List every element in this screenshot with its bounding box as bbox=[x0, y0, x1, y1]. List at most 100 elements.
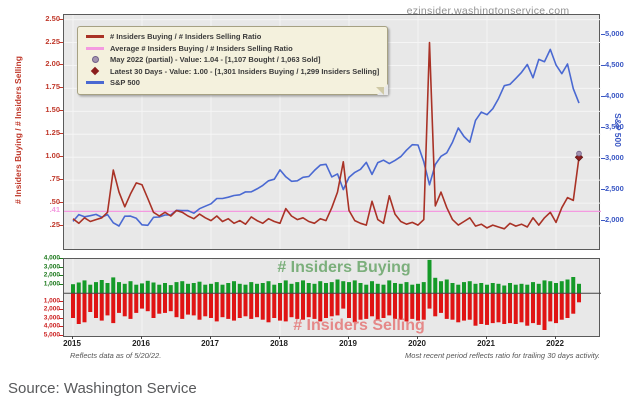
buying-bar bbox=[543, 280, 547, 293]
left-axis-tickmark bbox=[59, 225, 63, 226]
selling-axis-tickmark bbox=[59, 318, 63, 319]
swatch-shape bbox=[86, 47, 104, 50]
year-tickmark bbox=[72, 336, 73, 339]
buying-bar bbox=[382, 285, 386, 294]
left-axis-tickmark bbox=[59, 64, 63, 65]
right-axis-tick: 3,500 bbox=[605, 123, 629, 131]
selling-bar bbox=[198, 293, 202, 320]
buying-bar bbox=[491, 283, 495, 293]
footnote-left: Reflects data as of 5/20/22. bbox=[70, 351, 161, 360]
buying-bar bbox=[152, 283, 156, 294]
buying-bar bbox=[83, 280, 87, 293]
buying-bar bbox=[106, 283, 110, 293]
selling-bar bbox=[497, 293, 501, 322]
selling-bar bbox=[123, 293, 127, 316]
year-tickmark bbox=[210, 336, 211, 339]
selling-bar bbox=[347, 293, 351, 318]
right-axis-tickmark bbox=[601, 189, 605, 190]
buying-bar bbox=[359, 283, 363, 293]
legend-item: May 2022 (partial) - Value: 1.04 - [1,10… bbox=[85, 54, 379, 66]
selling-bar bbox=[232, 293, 236, 320]
buying-bar bbox=[318, 281, 322, 293]
buying-bar bbox=[399, 284, 403, 293]
buying-bar bbox=[301, 280, 305, 293]
buying-bar bbox=[180, 281, 184, 293]
selling-axis-tick: 3,000 bbox=[28, 314, 60, 321]
selling-bar bbox=[531, 293, 535, 323]
selling-bar bbox=[502, 293, 506, 324]
left-axis-tick: 2.50 bbox=[26, 15, 60, 23]
year-label: 2020 bbox=[397, 339, 437, 348]
selling-bar bbox=[491, 293, 495, 323]
buying-overlay-label: # Insiders Buying bbox=[244, 259, 444, 277]
selling-bar bbox=[439, 293, 443, 313]
buying-bar bbox=[146, 281, 150, 293]
buying-axis-tickmark bbox=[59, 275, 63, 276]
left-axis-tickmark bbox=[59, 179, 63, 180]
buying-bar bbox=[405, 282, 409, 293]
selling-axis-tickmark bbox=[59, 326, 63, 327]
selling-bar bbox=[370, 293, 374, 316]
selling-axis-tick: 1,000 bbox=[28, 297, 60, 304]
selling-bar bbox=[186, 293, 190, 314]
insider-ratio-figure: ezinsider.washingtonservice.com # Inside… bbox=[0, 0, 629, 370]
buying-bar bbox=[445, 280, 449, 294]
selling-overlay-label: # Insiders Selling bbox=[259, 317, 459, 335]
selling-bar bbox=[313, 293, 317, 319]
selling-bar bbox=[106, 293, 110, 315]
buying-bar bbox=[111, 277, 115, 293]
buying-axis-tickmark bbox=[59, 267, 63, 268]
right-axis-tick: 3,000 bbox=[605, 154, 629, 162]
selling-bar bbox=[566, 293, 570, 318]
selling-bar bbox=[272, 293, 276, 318]
selling-bar bbox=[336, 293, 340, 315]
legend-item-label: May 2022 (partial) - Value: 1.04 - [1,10… bbox=[110, 55, 321, 64]
year-tickmark bbox=[555, 336, 556, 339]
selling-bar bbox=[94, 293, 98, 318]
selling-bar bbox=[410, 293, 414, 319]
buying-bar bbox=[290, 284, 294, 293]
buying-axis-tick: 1,000 bbox=[28, 280, 60, 287]
buying-bar bbox=[387, 280, 391, 293]
selling-bar bbox=[203, 293, 207, 316]
selling-bar bbox=[382, 293, 386, 318]
legend-item: S&P 500 bbox=[85, 77, 379, 89]
buying-bar bbox=[347, 282, 351, 293]
legend-dot-icon bbox=[85, 56, 105, 63]
selling-axis-tick: 5,000 bbox=[28, 332, 60, 339]
selling-bar bbox=[468, 293, 472, 320]
buying-bar bbox=[157, 285, 161, 294]
selling-bar bbox=[525, 293, 529, 326]
selling-bar bbox=[387, 293, 391, 315]
may-partial-dot-marker bbox=[577, 151, 582, 156]
buying-bar bbox=[198, 282, 202, 294]
buying-bar bbox=[169, 285, 173, 293]
selling-bar bbox=[301, 293, 305, 320]
buying-bar bbox=[284, 280, 288, 293]
selling-bar bbox=[554, 293, 558, 323]
left-axis-tick: 1.25 bbox=[26, 129, 60, 137]
year-label: 2019 bbox=[328, 339, 368, 348]
right-axis-tick: 2,500 bbox=[605, 185, 629, 193]
legend-item-label: Latest 30 Days - Value: 1.00 - [1,301 In… bbox=[110, 67, 379, 76]
selling-bar bbox=[100, 293, 104, 320]
buying-bar bbox=[422, 282, 426, 293]
selling-axis-tick: 2,000 bbox=[28, 306, 60, 313]
swatch-shape bbox=[86, 35, 104, 38]
legend-diamond-icon bbox=[85, 68, 105, 74]
buying-bar bbox=[94, 282, 98, 293]
average-value-tick: .41 bbox=[26, 206, 60, 214]
legend-item: Average # Insiders Buying / # Insiders S… bbox=[85, 43, 379, 55]
left-axis-tick: .75 bbox=[26, 175, 60, 183]
selling-bar bbox=[249, 293, 253, 319]
selling-bar bbox=[261, 293, 265, 320]
right-axis-tickmark bbox=[601, 127, 605, 128]
selling-bar bbox=[157, 293, 161, 314]
buying-bar bbox=[554, 283, 558, 293]
selling-bar bbox=[83, 293, 87, 322]
year-tickmark bbox=[279, 336, 280, 339]
buying-bar bbox=[249, 282, 253, 293]
right-axis-tickmark bbox=[601, 34, 605, 35]
selling-bar bbox=[577, 293, 581, 302]
buying-bar bbox=[353, 280, 357, 293]
